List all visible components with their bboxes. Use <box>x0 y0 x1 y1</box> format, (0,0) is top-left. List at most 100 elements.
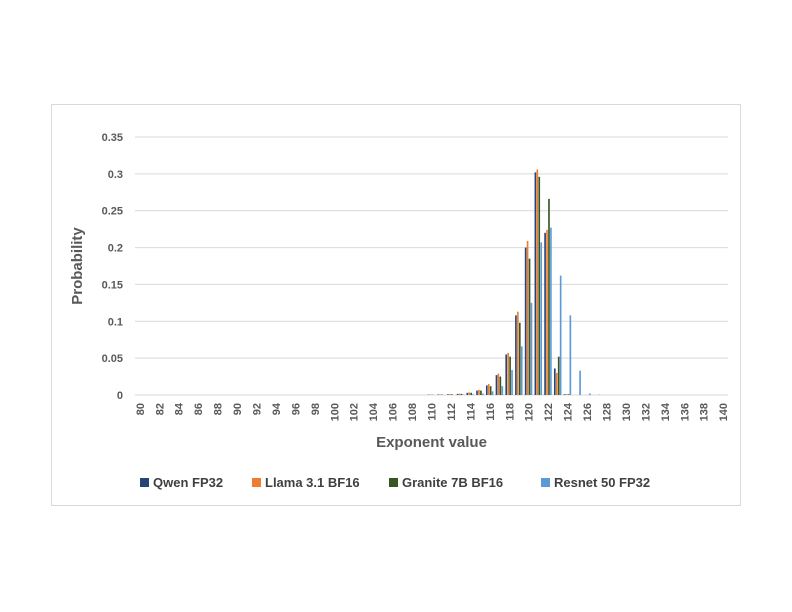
bar <box>559 275 562 395</box>
y-tick-label: 0.3 <box>108 169 123 181</box>
chart-frame: 0 0.05 0.1 0.15 0.2 0.25 0.3 0.35 80 82 84 86 88 90 92… <box>51 104 741 506</box>
bar <box>546 229 548 395</box>
x-tick-label: 120 <box>524 403 536 421</box>
y-tick-label: 0.35 <box>102 132 123 144</box>
bar <box>557 356 560 395</box>
bar <box>456 393 459 395</box>
bar <box>553 368 556 395</box>
bar <box>501 386 504 395</box>
bar <box>450 394 453 395</box>
x-tick-label: 80 <box>135 403 147 415</box>
x-tick-label: 124 <box>563 402 575 421</box>
bar <box>526 240 529 395</box>
bar <box>499 376 502 395</box>
bar <box>472 394 474 395</box>
x-tick-label: 96 <box>290 403 302 415</box>
x-tick-label: 90 <box>232 403 244 415</box>
x-tick-label: 110 <box>427 403 439 421</box>
x-tick-label: 82 <box>154 403 166 415</box>
bar <box>476 390 478 395</box>
x-tick-label: 132 <box>640 403 652 421</box>
bar <box>555 372 558 395</box>
x-tick-label: 108 <box>407 403 419 421</box>
bar <box>567 394 570 395</box>
legend-label: Qwen FP32 <box>153 475 223 490</box>
bar <box>437 394 439 395</box>
legend-label: Llama 3.1 BF16 <box>265 475 360 490</box>
x-tick-label: 118 <box>504 403 516 421</box>
bar <box>515 315 517 395</box>
bar <box>540 242 543 395</box>
legend-swatch <box>389 478 398 487</box>
x-tick-label: 112 <box>446 403 458 421</box>
x-tick-label: 134 <box>660 402 672 421</box>
bar <box>520 346 523 395</box>
x-tick-label: 114 <box>465 402 477 421</box>
bar <box>466 392 469 395</box>
x-tick-label: 104 <box>368 402 380 421</box>
bar <box>485 385 488 395</box>
bar <box>563 394 566 395</box>
y-axis-title: Probability <box>69 227 86 305</box>
x-tick-label: 130 <box>621 403 633 421</box>
bar <box>447 394 449 395</box>
bar <box>497 373 500 395</box>
x-tick-label: 84 <box>174 402 186 415</box>
x-tick-label: 92 <box>252 403 264 415</box>
x-tick-label: 136 <box>679 403 691 421</box>
x-tick-label: 98 <box>310 403 322 415</box>
bar <box>482 393 484 395</box>
bar <box>458 393 461 395</box>
x-axis-title: Exponent value <box>376 434 487 451</box>
bar <box>544 232 546 395</box>
bar <box>487 383 490 395</box>
x-tick-label: 100 <box>329 403 341 421</box>
bar <box>480 390 482 395</box>
legend-swatch <box>140 478 149 487</box>
bar <box>534 172 537 395</box>
x-tick-label: 128 <box>601 403 613 421</box>
x-tick-label: 122 <box>543 403 555 421</box>
bar <box>460 393 463 395</box>
bar <box>439 394 441 395</box>
bar <box>550 227 552 395</box>
y-tick-label: 0 <box>117 390 123 402</box>
bar <box>470 392 473 395</box>
x-tick-label: 106 <box>388 403 400 421</box>
bar <box>489 386 492 395</box>
x-tick-label: 138 <box>699 403 711 421</box>
legend-label: Granite 7B BF16 <box>402 475 503 490</box>
bar <box>511 369 513 395</box>
bar <box>579 370 581 395</box>
bar <box>528 258 531 395</box>
bar <box>517 311 519 395</box>
y-tick-label: 0.2 <box>108 243 123 255</box>
x-tick-label: 86 <box>193 403 205 415</box>
x-tick-label: 116 <box>485 403 497 421</box>
bar <box>536 169 539 395</box>
bar <box>530 302 533 395</box>
bar <box>588 393 591 395</box>
bar <box>565 394 568 395</box>
bar <box>491 391 494 395</box>
chart: 0 0.05 0.1 0.15 0.2 0.25 0.3 0.35 80 82 84 86 88 90 92… <box>69 132 730 490</box>
y-tick-label: 0.15 <box>102 279 123 291</box>
legend-swatch <box>541 478 550 487</box>
bar <box>468 392 471 395</box>
bar <box>509 356 511 395</box>
y-tick-label: 0.05 <box>102 353 123 365</box>
x-tick-label: 88 <box>213 403 225 415</box>
bar <box>518 322 521 395</box>
legend-swatch <box>252 478 261 487</box>
bar <box>548 198 550 395</box>
bar <box>569 315 572 395</box>
bar <box>495 375 498 395</box>
y-tick-label: 0.1 <box>108 316 123 328</box>
bar <box>478 389 480 395</box>
bar <box>507 352 509 395</box>
x-tick-label: 126 <box>582 403 594 421</box>
bar <box>448 394 451 395</box>
x-tick-label: 140 <box>718 403 730 421</box>
bar <box>505 354 508 395</box>
bar <box>538 176 541 395</box>
